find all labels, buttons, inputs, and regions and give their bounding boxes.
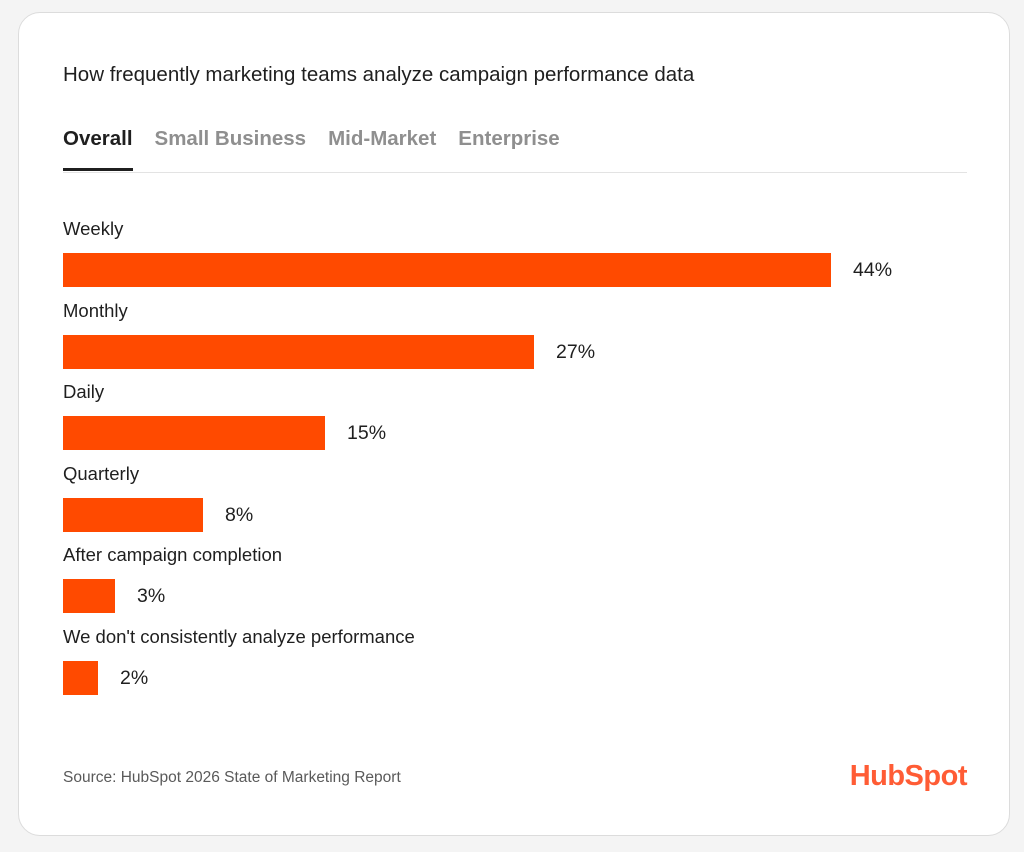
bar-chart: Weekly 44% Monthly 27% Daily 15% Quarterly 8% Af… xyxy=(63,218,967,718)
tab-overall[interactable]: Overall xyxy=(63,125,133,171)
tab-mid-market[interactable]: Mid-Market xyxy=(328,127,437,150)
chart-title: How frequently marketing teams analyze c… xyxy=(63,63,695,86)
bar-category-label: We don't consistently analyze performanc… xyxy=(63,625,415,647)
bar-value-label: 8% xyxy=(225,503,254,526)
chart-card: How frequently marketing teams analyze c… xyxy=(18,12,1010,836)
bar-group: Quarterly 8% xyxy=(63,463,967,545)
bar xyxy=(63,416,325,450)
tab-enterprise[interactable]: Enterprise xyxy=(458,127,560,150)
bar-category-label: Weekly xyxy=(63,218,124,239)
bar-value-label: 2% xyxy=(120,666,149,689)
tab-small-business[interactable]: Small Business xyxy=(154,127,307,150)
bar-category-label: Monthly xyxy=(63,299,128,321)
bar xyxy=(63,334,534,369)
bar-value-label: 44% xyxy=(853,259,893,281)
bar-group: Weekly 44% xyxy=(63,218,967,300)
bar-value-label: 27% xyxy=(556,340,596,363)
bar xyxy=(63,497,203,532)
source-note: Source: HubSpot 2026 State of Marketing … xyxy=(63,769,401,786)
bar xyxy=(63,579,115,613)
bar-group: Daily 15% xyxy=(63,381,967,463)
bar-group: Monthly 27% xyxy=(63,300,967,382)
bar-group: After campaign completion 3% xyxy=(63,544,967,626)
segment-tabs: Overall Small Business Mid-Market Enterp… xyxy=(63,125,967,173)
bar-category-label: After campaign completion xyxy=(63,544,283,565)
bar xyxy=(63,660,98,695)
hubspot-logo: HubSpot xyxy=(849,760,968,792)
bar-value-label: 3% xyxy=(137,585,166,607)
bar-category-label: Daily xyxy=(63,381,105,402)
bar-value-label: 15% xyxy=(347,422,387,444)
bar xyxy=(63,253,831,287)
bar-group: We don't consistently analyze performanc… xyxy=(63,626,967,708)
bar-category-label: Quarterly xyxy=(63,462,140,484)
